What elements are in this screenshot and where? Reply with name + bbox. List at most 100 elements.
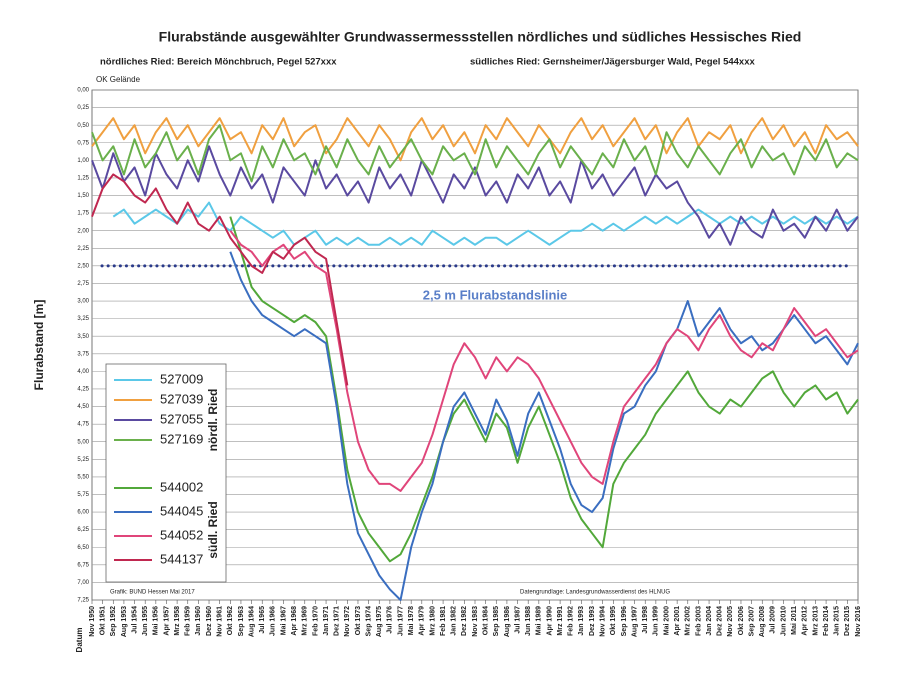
x-tick-label: Sep 1974 <box>365 606 372 636</box>
subtitle-left: nördliches Ried: Bereich Mönchbruch, Peg… <box>100 57 337 68</box>
x-tick-label: Jul 1954 <box>131 606 138 634</box>
series-line <box>91 124 859 183</box>
x-tick-label: Nov 2005 <box>727 606 734 637</box>
x-tick-label: Okt 1973 <box>355 606 362 635</box>
y-tick-label: 3,25 <box>77 316 89 322</box>
x-tick-label: Okt 1984 <box>482 606 489 635</box>
x-tick-label: Apr 1979 <box>419 606 426 636</box>
y-tick-label: 0,25 <box>77 105 89 111</box>
legend-label: 544137 <box>160 551 203 566</box>
x-tick-label: Jul 1965 <box>259 606 266 634</box>
credit-left: Grafik: BUND Hessen Mai 2017 <box>110 590 195 596</box>
y-tick-label: 2,50 <box>77 263 89 269</box>
y-tick-label: 1,50 <box>77 193 89 199</box>
x-tick-label: Apr 2012 <box>802 606 809 636</box>
y-tick-label: 1,00 <box>77 158 89 164</box>
x-tick-label: Jan 2004 <box>706 606 713 636</box>
x-tick-label: Jan 1960 <box>195 606 202 636</box>
x-tick-label: Okt 1951 <box>99 606 106 635</box>
y-tick-label: 4,50 <box>77 404 89 410</box>
y-tick-label: 4,00 <box>77 369 89 375</box>
x-tick-label: Feb 1981 <box>440 606 447 636</box>
y-tick-label: 1,75 <box>77 211 89 217</box>
y-tick-label: 6,25 <box>77 527 89 533</box>
y-tick-label: 5,25 <box>77 457 89 463</box>
x-tick-label: Jul 2009 <box>770 606 777 634</box>
x-tick-label: Mai 1989 <box>536 606 543 635</box>
series-line <box>91 117 859 162</box>
y-tick-label: 4,25 <box>77 387 89 393</box>
x-tick-label: Jun 1988 <box>525 606 532 636</box>
legend-label: 527039 <box>160 391 203 406</box>
x-tick-label: Okt 2006 <box>738 606 745 635</box>
x-tick-label: Aug 1953 <box>121 606 128 637</box>
y-tick-label: 0,75 <box>77 140 89 146</box>
y-tick-label: 5,75 <box>77 492 89 498</box>
x-tick-label: Mai 1967 <box>280 606 287 635</box>
x-tick-label: Jun 1966 <box>270 606 277 636</box>
series-line <box>91 145 859 246</box>
x-tick-label: Nov 1950 <box>89 606 96 637</box>
y-tick-label: 7,00 <box>77 580 89 586</box>
y-tick-label: 2,75 <box>77 281 89 287</box>
x-tick-label: Jan 1971 <box>323 606 330 636</box>
y-axis-label: Flurabstand [m] <box>32 300 46 391</box>
x-tick-label: Apr 1968 <box>291 606 298 636</box>
reference-label: 2,5 m Flurabstandslinie <box>423 287 568 302</box>
x-tick-label: Mai 2011 <box>791 606 798 635</box>
x-tick-label: Mrz 1969 <box>302 606 309 636</box>
x-tick-label: Sep 1952 <box>110 606 117 636</box>
legend-label: 527009 <box>160 371 203 386</box>
x-tick-label: Mai 1978 <box>408 606 415 635</box>
y-tick-label: 0,00 <box>77 88 89 94</box>
x-tick-label: Sep 2007 <box>748 606 755 636</box>
legend-label: 544045 <box>160 503 203 518</box>
x-tick-label: Jun 2010 <box>780 606 787 636</box>
x-tick-label: Nov 1961 <box>217 606 224 637</box>
x-tick-label: Feb 1970 <box>312 606 319 636</box>
x-tick-label: Feb 2003 <box>695 606 702 636</box>
subtitle-right: südliches Ried: Gernsheimer/Jägersburger… <box>470 57 755 68</box>
series-line <box>229 230 859 492</box>
legend-label: 544002 <box>160 479 203 494</box>
x-tick-label: Aug 1964 <box>248 606 255 637</box>
x-tick-label: Mrz 2013 <box>812 606 819 636</box>
x-tick-label: Jul 1998 <box>642 606 649 634</box>
x-tick-label: Dez 1971 <box>334 606 341 636</box>
x-tick-label: Dez 2015 <box>844 606 851 636</box>
series-line <box>229 216 859 563</box>
x-tick-label: Jul 1976 <box>387 606 394 634</box>
x-tick-label: Feb 1992 <box>568 606 575 636</box>
series-line <box>229 251 859 601</box>
x-tick-label: Sep 1963 <box>238 606 245 636</box>
x-tick-label: Mai 1956 <box>153 606 160 635</box>
y-tick-label: 6,00 <box>77 510 89 516</box>
x-tick-label: Jun 1977 <box>397 606 404 636</box>
x-tick-label: Dez 1993 <box>589 606 596 636</box>
x-axis-label: Datum <box>75 628 84 653</box>
legend-group: südl. Ried <box>206 501 220 558</box>
x-tick-label: Aug 2008 <box>759 606 766 637</box>
x-tick-label: Apr 1990 <box>546 606 553 636</box>
x-tick-label: Mrz 2002 <box>685 606 692 636</box>
x-tick-label: Aug 1997 <box>631 606 638 637</box>
chart-title: Flurabstände ausgewählter Grundwassermes… <box>159 29 802 45</box>
y-tick-label: 3,75 <box>77 351 89 357</box>
y-tick-label: 0,50 <box>77 123 89 129</box>
x-tick-label: Mai 2000 <box>663 606 670 635</box>
x-tick-label: Feb 1959 <box>185 606 192 636</box>
x-tick-label: Mrz 1991 <box>557 606 564 636</box>
x-tick-label: Aug 1975 <box>376 606 383 637</box>
x-tick-label: Jan 1993 <box>578 606 585 636</box>
x-tick-label: Sep 1996 <box>621 606 628 636</box>
y-tick-label: 5,00 <box>77 439 89 445</box>
x-tick-label: Dez 1960 <box>206 606 213 636</box>
x-tick-label: Nov 1983 <box>472 606 479 637</box>
x-tick-label: Mrz 1980 <box>429 606 436 636</box>
x-tick-label: Jul 1987 <box>514 606 521 634</box>
x-tick-label: Jan 2015 <box>834 606 841 636</box>
x-tick-label: Aug 1986 <box>504 606 511 637</box>
y-tick-label: 4,75 <box>77 422 89 428</box>
y-tick-label: 3,50 <box>77 334 89 340</box>
y-tick-label: 1,25 <box>77 176 89 182</box>
